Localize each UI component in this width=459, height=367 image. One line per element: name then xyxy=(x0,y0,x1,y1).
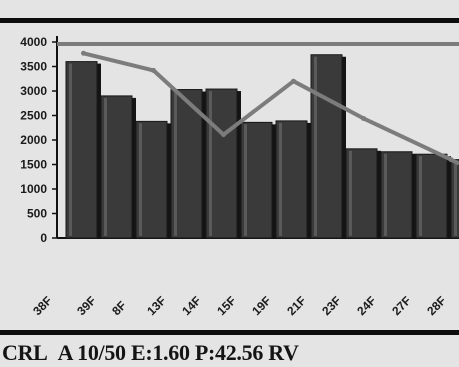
caption-left: CRL xyxy=(2,340,48,365)
line-point xyxy=(81,50,86,56)
x-tick-label: 27F xyxy=(389,294,414,319)
y-tick-label: 1500 xyxy=(20,158,47,172)
top-border-rule xyxy=(0,18,459,23)
y-tick-label: 4000 xyxy=(20,35,47,49)
y-tick-label: 0 xyxy=(40,231,47,245)
y-tick-label: 2500 xyxy=(20,109,47,123)
x-tick-label: 21F xyxy=(284,294,309,319)
x-tick-label: 8F xyxy=(109,298,129,318)
x-tick-label: 28F xyxy=(424,294,449,319)
x-tick-label: 15F xyxy=(214,294,239,319)
bar-highlight xyxy=(454,161,457,236)
bar-highlight xyxy=(384,153,387,236)
x-tick-label: 13F xyxy=(144,294,169,319)
bar-highlight xyxy=(209,91,212,236)
x-tick-label: 24F xyxy=(354,294,379,319)
bar-highlight xyxy=(104,97,107,237)
line-point xyxy=(361,115,366,121)
y-tick-label: 3000 xyxy=(20,84,47,98)
x-tick-label: 19F xyxy=(249,294,274,319)
bar-highlight xyxy=(244,124,247,236)
line-point xyxy=(291,78,296,84)
bar-highlight xyxy=(349,150,352,236)
bar-line-chart: 0 500 1000 1500 2000 2500 3000 3500 4000 38F 39F 8… xyxy=(20,35,459,319)
x-axis-labels: 38F39F8F13F14F15F19F21F23F24F27F28F30F xyxy=(30,294,449,319)
bar-highlight xyxy=(279,122,282,236)
x-tick-label: 14F xyxy=(179,294,204,319)
y-tick-label: 3500 xyxy=(20,60,47,74)
x-tick-label: 39F xyxy=(74,294,99,319)
y-tick-label: 1000 xyxy=(20,182,47,196)
x-tick-label: 38F xyxy=(30,294,55,319)
bar-highlight xyxy=(174,91,177,236)
bottom-border-rule xyxy=(0,330,459,335)
bar-series xyxy=(65,54,459,239)
bar-highlight xyxy=(419,156,422,236)
bar-highlight xyxy=(139,123,142,236)
line-point xyxy=(221,132,226,138)
x-tick-label: 23F xyxy=(319,294,344,319)
line-point xyxy=(151,67,156,73)
caption-right: A 10/50 E:1.60 P:42.56 RV xyxy=(57,340,299,365)
line-point xyxy=(448,157,454,163)
y-tick-label: 2000 xyxy=(20,133,47,147)
line-series xyxy=(81,50,459,166)
y-tick-label: 500 xyxy=(27,207,47,221)
bar-highlight xyxy=(314,56,317,236)
bar-highlight xyxy=(69,63,72,236)
caption-bar: CRL A 10/50 E:1.60 P:42.56 RV xyxy=(2,340,459,367)
